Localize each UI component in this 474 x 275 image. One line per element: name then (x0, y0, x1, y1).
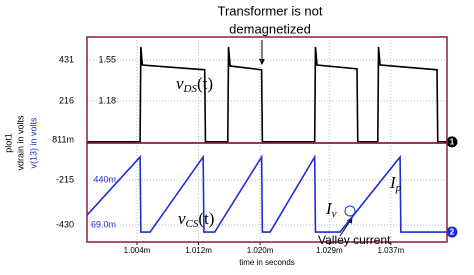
annotation-part: I (325, 199, 333, 218)
chart-title: Transformer is not (218, 3, 323, 18)
plot-name: plot1 (3, 133, 13, 153)
annotation: vCS(t) (178, 209, 214, 230)
annotation: vDS(t) (176, 74, 213, 95)
x-axis-label: time in seconds (239, 258, 295, 267)
series-marker (446, 226, 458, 238)
annotation-part: p (395, 182, 402, 194)
annotation-part: CS (186, 218, 199, 230)
y-tick-label: -430 (56, 219, 74, 229)
legend-label: 1 (450, 137, 455, 146)
x-tick-label: 1.029m (316, 246, 343, 255)
y-tick-label: 431 (59, 54, 74, 64)
x-tick-label: 1.012m (185, 246, 212, 255)
annotation-part: v (178, 209, 186, 228)
y-tick-label: -215 (56, 174, 74, 184)
x-tick-label: 1.037m (378, 246, 405, 255)
annotation-part: I (389, 173, 397, 192)
series-marker (446, 136, 458, 148)
annotation-part: (t) (198, 209, 214, 228)
panel-frame (86, 142, 448, 243)
line-series (87, 46, 447, 143)
x-tick-label: 1.020m (247, 246, 274, 255)
y-tick-label: 216 (59, 95, 74, 105)
annotation-part: v (332, 208, 337, 220)
legend-label: 2 (450, 228, 455, 237)
y2-tick-label: 440m (93, 174, 116, 184)
y-axis-label: v(13) in volts (28, 117, 38, 169)
annotation: Valley current (318, 233, 391, 247)
y-axis-label: vdrain in volts (15, 115, 25, 171)
y-tick-label: 811m (52, 134, 74, 144)
chart-title: demagnetized (229, 21, 311, 36)
y2-tick-label: 1.55 (98, 54, 116, 64)
arrow (339, 217, 353, 237)
annotation: Ip (389, 173, 402, 194)
y2-tick-label: 69.0m (91, 219, 116, 229)
line-series (86, 154, 447, 233)
valley-marker (344, 205, 356, 217)
y2-tick-label: 1.18 (98, 95, 116, 105)
annotation-part: (t) (197, 74, 213, 93)
annotation-part: DS (183, 83, 198, 95)
annotation-part: v (176, 74, 184, 93)
annotation: Iv (325, 199, 337, 220)
x-tick-label: 1.004m (124, 246, 151, 255)
